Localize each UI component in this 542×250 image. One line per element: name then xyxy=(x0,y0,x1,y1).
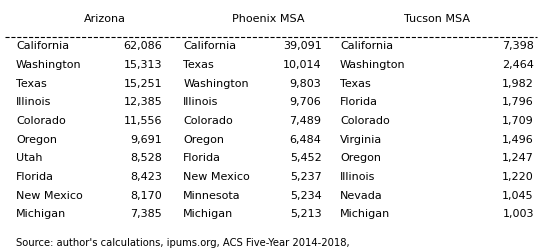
Text: Source: author's calculations, ipums.org, ACS Five-Year 2014-2018,: Source: author's calculations, ipums.org… xyxy=(16,237,350,247)
Text: 11,556: 11,556 xyxy=(124,116,162,126)
Text: 1,045: 1,045 xyxy=(502,190,534,200)
Text: Oregon: Oregon xyxy=(16,134,57,144)
Text: Arizona: Arizona xyxy=(84,14,126,24)
Text: 1,003: 1,003 xyxy=(502,208,534,218)
Text: Colorado: Colorado xyxy=(16,116,66,126)
Text: Washington: Washington xyxy=(183,78,249,88)
Text: 8,170: 8,170 xyxy=(131,190,162,200)
Text: Michigan: Michigan xyxy=(16,208,66,218)
Text: 5,234: 5,234 xyxy=(290,190,321,200)
Text: 1,982: 1,982 xyxy=(502,78,534,88)
Text: 7,398: 7,398 xyxy=(502,41,534,51)
Text: 7,489: 7,489 xyxy=(289,116,321,126)
Text: 12,385: 12,385 xyxy=(124,97,162,107)
Text: Texas: Texas xyxy=(340,78,371,88)
Text: Michigan: Michigan xyxy=(340,208,390,218)
Text: 5,452: 5,452 xyxy=(290,153,321,163)
Text: Utah: Utah xyxy=(16,153,42,163)
Text: California: California xyxy=(340,41,393,51)
Text: Texas: Texas xyxy=(16,78,47,88)
Text: 2,464: 2,464 xyxy=(502,60,534,70)
Text: 10,014: 10,014 xyxy=(283,60,321,70)
Text: Colorado: Colorado xyxy=(340,116,390,126)
Text: Florida: Florida xyxy=(16,171,54,181)
Text: California: California xyxy=(16,41,69,51)
Text: Oregon: Oregon xyxy=(340,153,381,163)
Text: 5,213: 5,213 xyxy=(290,208,321,218)
Text: Oregon: Oregon xyxy=(183,134,224,144)
Text: 6,484: 6,484 xyxy=(289,134,321,144)
Text: 1,247: 1,247 xyxy=(502,153,534,163)
Text: 9,803: 9,803 xyxy=(290,78,321,88)
Text: Illinois: Illinois xyxy=(183,97,219,107)
Text: 1,709: 1,709 xyxy=(502,116,534,126)
Text: 5,237: 5,237 xyxy=(290,171,321,181)
Text: Nevada: Nevada xyxy=(340,190,383,200)
Text: Texas: Texas xyxy=(183,60,214,70)
Text: 8,528: 8,528 xyxy=(130,153,162,163)
Text: Phoenix MSA: Phoenix MSA xyxy=(232,14,305,24)
Text: 1,796: 1,796 xyxy=(502,97,534,107)
Text: 15,313: 15,313 xyxy=(124,60,162,70)
Text: Minnesota: Minnesota xyxy=(183,190,241,200)
Text: 9,691: 9,691 xyxy=(131,134,162,144)
Text: New Mexico: New Mexico xyxy=(16,190,83,200)
Text: 8,423: 8,423 xyxy=(130,171,162,181)
Text: California: California xyxy=(183,41,236,51)
Text: 39,091: 39,091 xyxy=(283,41,321,51)
Text: 9,706: 9,706 xyxy=(290,97,321,107)
Text: Washington: Washington xyxy=(340,60,405,70)
Text: Illinois: Illinois xyxy=(16,97,51,107)
Text: Illinois: Illinois xyxy=(340,171,376,181)
Text: 62,086: 62,086 xyxy=(124,41,162,51)
Text: New Mexico: New Mexico xyxy=(183,171,250,181)
Text: 1,496: 1,496 xyxy=(502,134,534,144)
Text: 1,220: 1,220 xyxy=(502,171,534,181)
Text: Colorado: Colorado xyxy=(183,116,233,126)
Text: Florida: Florida xyxy=(340,97,378,107)
Text: Virginia: Virginia xyxy=(340,134,382,144)
Text: Washington: Washington xyxy=(16,60,82,70)
Text: Tucson MSA: Tucson MSA xyxy=(404,14,470,24)
Text: 15,251: 15,251 xyxy=(124,78,162,88)
Text: Florida: Florida xyxy=(183,153,221,163)
Text: 7,385: 7,385 xyxy=(131,208,162,218)
Text: Michigan: Michigan xyxy=(183,208,234,218)
